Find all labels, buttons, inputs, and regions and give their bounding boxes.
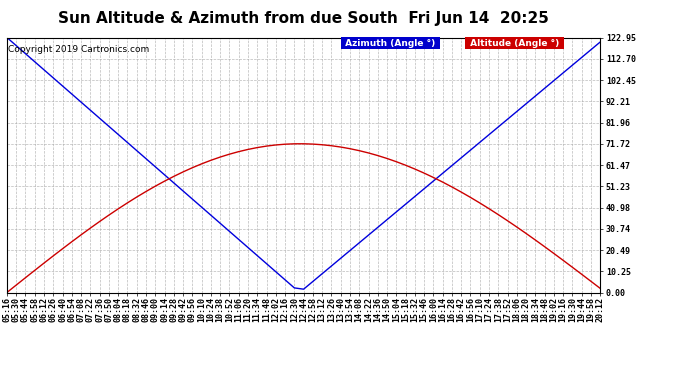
Text: Azimuth (Angle °): Azimuth (Angle °): [342, 39, 439, 48]
Text: Altitude (Angle °): Altitude (Angle °): [466, 39, 562, 48]
Text: Sun Altitude & Azimuth from due South  Fri Jun 14  20:25: Sun Altitude & Azimuth from due South Fr…: [58, 11, 549, 26]
Text: Copyright 2019 Cartronics.com: Copyright 2019 Cartronics.com: [8, 45, 149, 54]
